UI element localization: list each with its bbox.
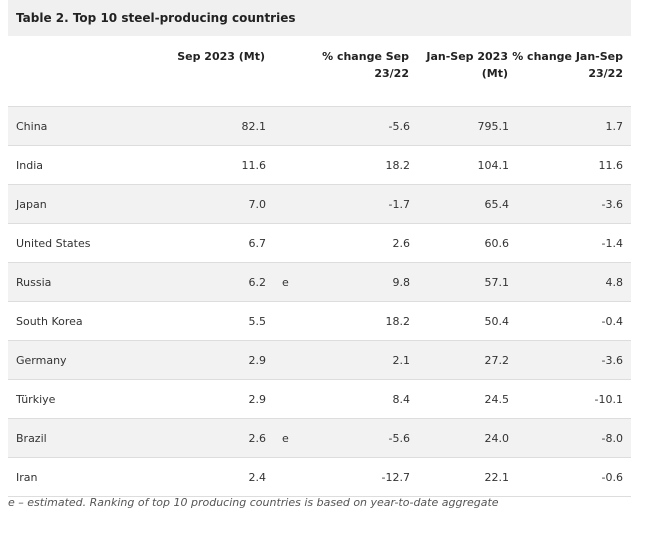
cell-estimate-flag [266,457,302,497]
cell-jan-sep-2023: 65.4 [410,184,509,224]
cell-pct-change-jan-sep: -3.6 [509,184,631,224]
header-flag [266,36,302,107]
cell-country: Japan [8,184,128,224]
table-title: Table 2. Top 10 steel-producing countrie… [8,0,631,36]
table-header-row: Sep 2023 (Mt) % change Sep 23/22 Jan-Sep… [8,36,631,107]
cell-pct-change-jan-sep: 4.8 [509,262,631,302]
cell-pct-change-sep: -1.7 [302,184,410,224]
cell-jan-sep-2023: 50.4 [410,301,509,341]
cell-estimate-flag [266,379,302,419]
cell-country: Iran [8,457,128,497]
cell-sep-2023: 6.2 [128,262,266,302]
cell-pct-change-sep: 9.8 [302,262,410,302]
cell-sep-2023: 2.9 [128,379,266,419]
table-row: Germany 2.9 2.1 27.2 -3.6 [8,340,631,380]
table-footnote: e – estimated. Ranking of top 10 produci… [8,496,499,509]
cell-jan-sep-2023: 795.1 [410,106,509,146]
cell-estimate-flag [266,145,302,185]
cell-pct-change-jan-sep: -0.4 [509,301,631,341]
cell-country: South Korea [8,301,128,341]
cell-pct-change-jan-sep: -1.4 [509,223,631,263]
cell-jan-sep-2023: 24.0 [410,418,509,458]
cell-jan-sep-2023: 104.1 [410,145,509,185]
cell-country: India [8,145,128,185]
cell-pct-change-jan-sep: -8.0 [509,418,631,458]
cell-country: Brazil [8,418,128,458]
cell-sep-2023: 2.9 [128,340,266,380]
cell-sep-2023: 5.5 [128,301,266,341]
table-row: Brazil 2.6 e -5.6 24.0 -8.0 [8,418,631,458]
steel-production-table: Sep 2023 (Mt) % change Sep 23/22 Jan-Sep… [8,36,631,497]
cell-country: Germany [8,340,128,380]
cell-pct-change-sep: 2.6 [302,223,410,263]
cell-pct-change-sep: 18.2 [302,145,410,185]
cell-estimate-flag [266,340,302,380]
cell-jan-sep-2023: 57.1 [410,262,509,302]
cell-jan-sep-2023: 24.5 [410,379,509,419]
cell-pct-change-sep: -5.6 [302,418,410,458]
cell-estimate-flag [266,223,302,263]
table-row: United States 6.7 2.6 60.6 -1.4 [8,223,631,263]
cell-sep-2023: 7.0 [128,184,266,224]
header-country [8,36,128,107]
cell-pct-change-jan-sep: -10.1 [509,379,631,419]
table-row: India 11.6 18.2 104.1 11.6 [8,145,631,185]
cell-pct-change-jan-sep: 11.6 [509,145,631,185]
cell-jan-sep-2023: 60.6 [410,223,509,263]
table-row: Japan 7.0 -1.7 65.4 -3.6 [8,184,631,224]
cell-sep-2023: 82.1 [128,106,266,146]
cell-estimate-flag: e [266,418,302,458]
cell-estimate-flag [266,106,302,146]
cell-pct-change-sep: 2.1 [302,340,410,380]
cell-country: Türkiye [8,379,128,419]
cell-pct-change-sep: 8.4 [302,379,410,419]
table-row: Türkiye 2.9 8.4 24.5 -10.1 [8,379,631,419]
cell-estimate-flag [266,184,302,224]
cell-jan-sep-2023: 22.1 [410,457,509,497]
cell-pct-change-sep: 18.2 [302,301,410,341]
table-row: Iran 2.4 -12.7 22.1 -0.6 [8,457,631,497]
cell-pct-change-jan-sep: -3.6 [509,340,631,380]
table-row: Russia 6.2 e 9.8 57.1 4.8 [8,262,631,302]
cell-country: China [8,106,128,146]
cell-estimate-flag: e [266,262,302,302]
header-pct-change-sep: % change Sep 23/22 [302,36,410,107]
cell-country: United States [8,223,128,263]
cell-sep-2023: 6.7 [128,223,266,263]
cell-sep-2023: 2.6 [128,418,266,458]
header-pct-change-jan-sep: % change Jan-Sep 23/22 [509,36,631,107]
cell-estimate-flag [266,301,302,341]
table-row: South Korea 5.5 18.2 50.4 -0.4 [8,301,631,341]
cell-sep-2023: 2.4 [128,457,266,497]
cell-pct-change-sep: -12.7 [302,457,410,497]
cell-jan-sep-2023: 27.2 [410,340,509,380]
header-jan-sep-2023: Jan-Sep 2023 (Mt) [410,36,509,107]
cell-pct-change-jan-sep: -0.6 [509,457,631,497]
cell-sep-2023: 11.6 [128,145,266,185]
header-sep-2023: Sep 2023 (Mt) [128,36,266,107]
table-row: China 82.1 -5.6 795.1 1.7 [8,106,631,146]
cell-pct-change-jan-sep: 1.7 [509,106,631,146]
cell-pct-change-sep: -5.6 [302,106,410,146]
cell-country: Russia [8,262,128,302]
